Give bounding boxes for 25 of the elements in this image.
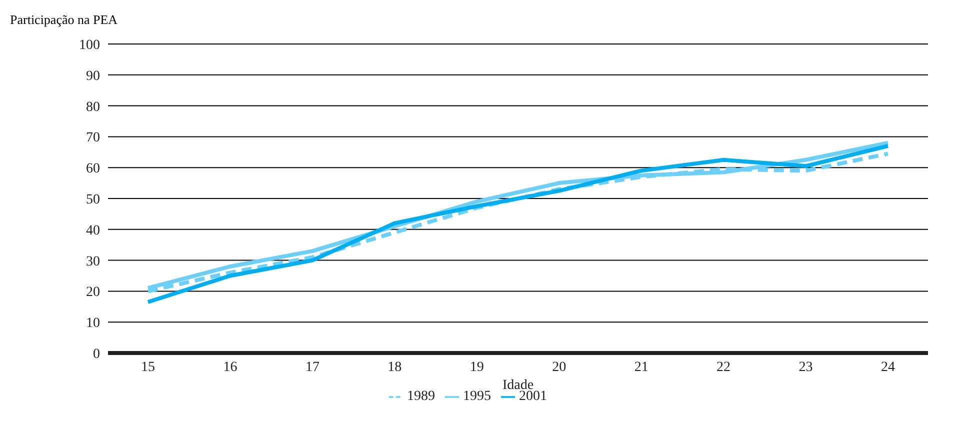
y-tick-label: 30 — [86, 254, 100, 270]
x-tick-label: 23 — [798, 360, 813, 375]
y-tick-label: 60 — [86, 162, 100, 177]
y-tick-label: 20 — [86, 285, 100, 300]
legend-label: 2001 — [519, 389, 547, 404]
x-tick-label: 15 — [141, 360, 155, 375]
y-tick-label: 90 — [86, 68, 100, 84]
y-axis-title: Participação na PEA — [10, 12, 118, 28]
y-tick-label: 80 — [86, 100, 100, 115]
x-tick-label: 20 — [552, 360, 566, 375]
y-tick-label: 0 — [93, 346, 100, 362]
y-tick-label: 40 — [86, 223, 100, 238]
legend-label: 1995 — [463, 389, 491, 404]
y-tick-label: 50 — [86, 192, 100, 208]
y-tick-label: 70 — [86, 130, 100, 146]
x-tick-label: 16 — [223, 360, 238, 375]
x-tick-label: 21 — [634, 360, 648, 375]
y-tick-label: 100 — [79, 38, 100, 53]
y-tick-label: 10 — [86, 316, 100, 332]
x-tick-label: 22 — [716, 360, 731, 375]
legend-label: 1989 — [407, 389, 435, 404]
x-tick-label: 19 — [470, 360, 484, 375]
x-tick-label: 17 — [305, 360, 320, 375]
x-tick-label: 24 — [881, 360, 895, 375]
x-tick-label: 18 — [388, 360, 402, 375]
